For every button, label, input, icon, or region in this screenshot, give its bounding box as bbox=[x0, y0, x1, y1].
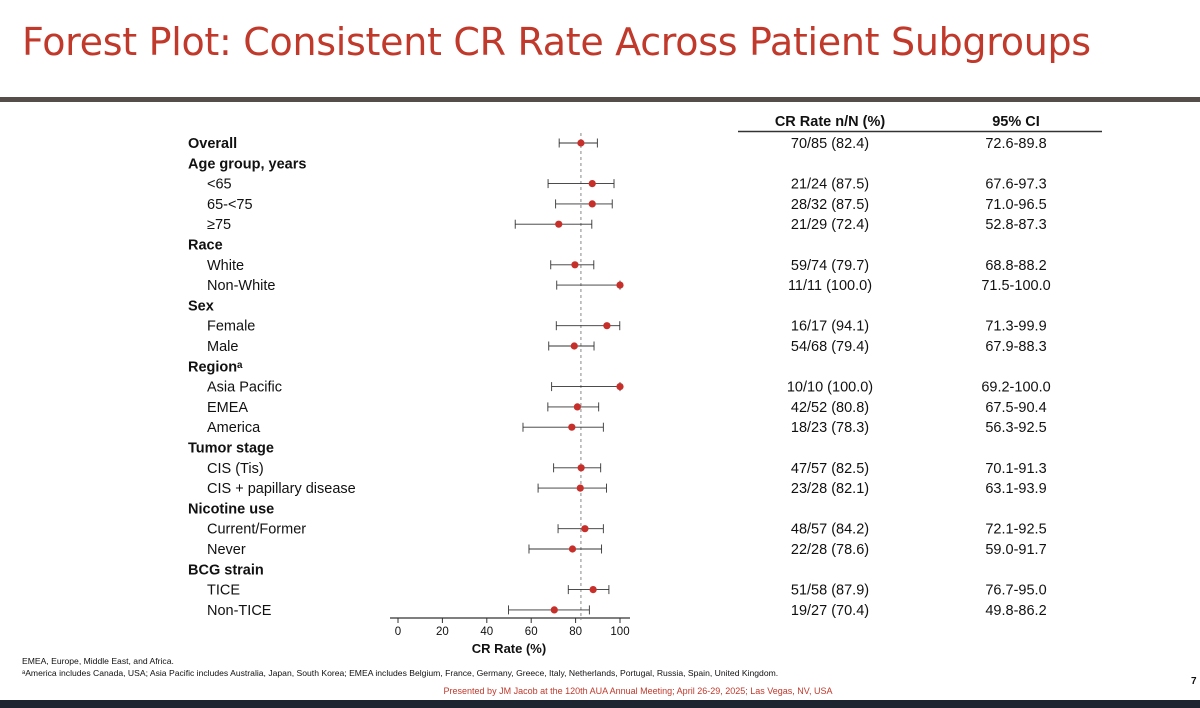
ci-value: 71.3-99.9 bbox=[985, 319, 1046, 335]
ci-value: 52.8-87.3 bbox=[985, 217, 1046, 233]
title-divider bbox=[0, 97, 1200, 102]
point-estimate bbox=[568, 545, 577, 553]
x-tick-label: 40 bbox=[480, 626, 493, 638]
subgroup-label: EMEA bbox=[207, 400, 248, 416]
cr-rate-value: 10/10 (100.0) bbox=[787, 380, 873, 396]
page-number: 7 bbox=[1191, 676, 1197, 687]
point-estimate bbox=[570, 342, 578, 350]
ci-value: 63.1-93.9 bbox=[985, 481, 1046, 497]
x-tick-label: 0 bbox=[395, 626, 401, 638]
ci-value: 76.7-95.0 bbox=[985, 583, 1046, 599]
point-estimate bbox=[550, 606, 558, 614]
ci-value: 67.5-90.4 bbox=[985, 400, 1046, 416]
header-95-ci: 95% CI bbox=[992, 114, 1040, 130]
subgroup-label: Non-TICE bbox=[207, 603, 272, 619]
slide-title: Forest Plot: Consistent CR Rate Across P… bbox=[22, 20, 1091, 64]
x-tick-label: 100 bbox=[610, 626, 629, 638]
subgroup-label: ≥75 bbox=[207, 217, 231, 233]
cr-rate-value: 70/85 (82.4) bbox=[791, 136, 869, 152]
point-estimate bbox=[589, 586, 597, 594]
cr-rate-value: 23/28 (82.1) bbox=[791, 481, 869, 497]
subgroup-label: Non-White bbox=[207, 278, 276, 294]
subgroup-label: TICE bbox=[207, 583, 240, 599]
ci-value: 72.1-92.5 bbox=[985, 522, 1046, 538]
cr-rate-value: 51/58 (87.9) bbox=[791, 583, 869, 599]
forest-plot-chart: CR Rate n/N (%) 95% CI Overall 70/85 (82.4)… bbox=[188, 114, 1102, 656]
subgroup-label: CIS + papillary disease bbox=[207, 481, 356, 497]
ci-value: 59.0-91.7 bbox=[985, 542, 1046, 558]
subgroup-header: Nicotine use bbox=[188, 501, 274, 517]
point-estimate bbox=[588, 180, 596, 188]
subgroup-header: Overall bbox=[188, 136, 237, 152]
subgroup-header: Sex bbox=[188, 298, 214, 314]
cr-rate-value: 28/32 (87.5) bbox=[791, 197, 869, 213]
point-estimate bbox=[616, 383, 624, 391]
cr-rate-value: 16/17 (94.1) bbox=[791, 319, 869, 335]
x-axis-label: CR Rate (%) bbox=[472, 641, 546, 656]
point-estimate bbox=[571, 261, 579, 269]
cr-rate-value: 11/11 (100.0) bbox=[788, 278, 872, 294]
cr-rate-value: 48/57 (84.2) bbox=[791, 522, 869, 538]
subgroup-header: Regionᵃ bbox=[188, 359, 243, 375]
ci-value: 70.1-91.3 bbox=[985, 461, 1046, 477]
subgroup-label: Female bbox=[207, 319, 255, 335]
point-estimate bbox=[573, 403, 581, 411]
cr-rate-value: 22/28 (78.6) bbox=[791, 542, 869, 558]
subgroup-header: Age group, years bbox=[188, 156, 306, 172]
cr-rate-value: 54/68 (79.4) bbox=[791, 339, 869, 355]
footnote-regions: ᵃAmerica includes Canada, USA; Asia Paci… bbox=[22, 668, 779, 678]
subgroup-label: Asia Pacific bbox=[207, 380, 282, 396]
point-estimate bbox=[581, 525, 589, 533]
cr-rate-value: 21/29 (72.4) bbox=[791, 217, 869, 233]
footnote-abbreviations: EMEA, Europe, Middle East, and Africa. bbox=[22, 656, 174, 666]
presented-by-note: Presented by JM Jacob at the 120th AUA A… bbox=[443, 686, 833, 696]
point-estimate bbox=[576, 484, 584, 492]
point-estimate bbox=[603, 322, 611, 330]
cr-rate-value: 47/57 (82.5) bbox=[791, 461, 869, 477]
x-tick-label: 60 bbox=[525, 626, 538, 638]
point-estimate bbox=[555, 220, 563, 228]
subgroup-header: Tumor stage bbox=[188, 441, 274, 457]
ci-value: 67.9-88.3 bbox=[985, 339, 1046, 355]
subgroup-label: 65-<75 bbox=[207, 197, 253, 213]
ci-value: 68.8-88.2 bbox=[985, 258, 1046, 274]
x-tick-label: 20 bbox=[436, 626, 449, 638]
subgroup-label: CIS (Tis) bbox=[207, 461, 264, 477]
point-estimate bbox=[568, 423, 576, 431]
subgroup-header: Race bbox=[188, 238, 223, 254]
subgroup-label: <65 bbox=[207, 177, 232, 193]
footer-bar bbox=[0, 700, 1200, 708]
ci-value: 71.5-100.0 bbox=[981, 278, 1050, 294]
ci-value: 49.8-86.2 bbox=[985, 603, 1046, 619]
subgroup-label: Male bbox=[207, 339, 238, 355]
subgroup-label: Never bbox=[207, 542, 246, 558]
subgroup-label: White bbox=[207, 258, 244, 274]
subgroup-header: BCG strain bbox=[188, 562, 264, 578]
cr-rate-value: 21/24 (87.5) bbox=[791, 177, 869, 193]
point-estimate bbox=[616, 281, 624, 289]
point-estimate bbox=[588, 200, 596, 208]
subgroup-label: America bbox=[207, 420, 261, 436]
x-tick-label: 80 bbox=[569, 626, 582, 638]
point-estimate bbox=[577, 464, 585, 472]
footnotes: EMEA, Europe, Middle East, and Africa. ᵃ… bbox=[22, 655, 778, 679]
subgroup-label: Current/Former bbox=[207, 522, 306, 538]
cr-rate-value: 18/23 (78.3) bbox=[791, 420, 869, 436]
cr-rate-value: 19/27 (70.4) bbox=[791, 603, 869, 619]
cr-rate-value: 59/74 (79.7) bbox=[791, 258, 869, 274]
header-cr-rate: CR Rate n/N (%) bbox=[775, 114, 886, 130]
ci-value: 69.2-100.0 bbox=[981, 380, 1050, 396]
ci-value: 56.3-92.5 bbox=[985, 420, 1046, 436]
ci-value: 72.6-89.8 bbox=[985, 136, 1046, 152]
point-estimate bbox=[577, 139, 585, 147]
cr-rate-value: 42/52 (80.8) bbox=[791, 400, 869, 416]
ci-value: 71.0-96.5 bbox=[985, 197, 1046, 213]
ci-value: 67.6-97.3 bbox=[985, 177, 1046, 193]
